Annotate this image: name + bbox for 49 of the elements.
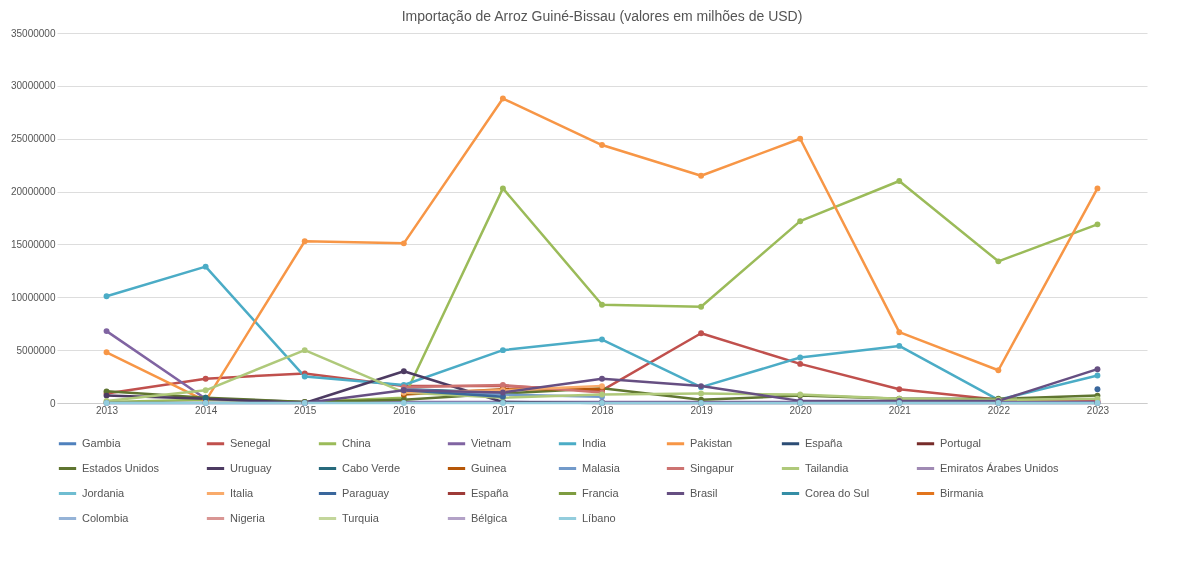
legend-label: Colombia xyxy=(82,511,130,524)
legend-label: Francia xyxy=(582,486,620,499)
y-tick-label: 5000000 xyxy=(16,344,56,356)
legend-label: España xyxy=(805,436,844,449)
y-tick-label: 30000000 xyxy=(11,80,56,92)
x-tick-label: 2020 xyxy=(789,404,813,416)
legend-label: Guinea xyxy=(471,461,508,474)
legend-label: Italia xyxy=(230,486,255,499)
legend-label: Bélgica xyxy=(471,511,508,524)
x-tick-label: 2019 xyxy=(690,404,714,416)
legend-label: Vietnam xyxy=(471,436,512,449)
legend-label: Gambia xyxy=(82,436,122,449)
legend-label: Birmania xyxy=(940,486,985,499)
y-tick-label: 20000000 xyxy=(11,186,56,198)
legend-label: Líbano xyxy=(582,511,616,524)
legend-label: Nigeria xyxy=(230,511,266,524)
legend-label: Cabo Verde xyxy=(342,461,401,474)
legend-label: España xyxy=(471,486,510,499)
legend-label: Pakistan xyxy=(690,436,733,449)
legend-label: China xyxy=(342,436,372,449)
x-tick-label: 2022 xyxy=(987,404,1011,416)
x-tick-label: 2021 xyxy=(888,404,912,416)
y-tick-label: 10000000 xyxy=(11,291,56,303)
legend-label: Estados Unidos xyxy=(82,461,160,474)
y-tick-label: 35000000 xyxy=(11,27,56,39)
x-tick-label: 2014 xyxy=(195,404,218,416)
legend-label: Jordania xyxy=(82,486,126,499)
x-tick-label: 2023 xyxy=(1086,404,1110,416)
legend-label: Turquia xyxy=(342,511,380,524)
legend-label: Senegal xyxy=(230,436,271,449)
legend-label: Paraguay xyxy=(342,486,390,499)
x-tick-label: 2018 xyxy=(591,404,615,416)
y-tick-label: 25000000 xyxy=(11,133,56,145)
legend-label: India xyxy=(582,436,607,449)
chart-title: Importação de Arroz Guiné-Bissau (valores em milhões de USD) xyxy=(401,8,803,24)
legend-label: Corea do Sul xyxy=(805,486,870,499)
x-tick-label: 2017 xyxy=(492,404,515,416)
y-tick-label: 15000000 xyxy=(11,238,56,250)
legend-label: Uruguay xyxy=(230,461,273,474)
legend-label: Malasia xyxy=(582,461,621,474)
legend-label: Portugal xyxy=(940,436,981,449)
x-tick-label: 2015 xyxy=(294,404,317,416)
legend-label: Emiratos Árabes Unidos xyxy=(940,461,1060,474)
legend-label: Singapur xyxy=(690,461,735,474)
x-tick-label: 2013 xyxy=(95,404,119,416)
legend-label: Brasil xyxy=(690,486,718,499)
x-tick-label: 2016 xyxy=(393,404,416,416)
y-tick-label: 0 xyxy=(49,397,56,409)
legend-label: Tailandia xyxy=(805,461,850,474)
